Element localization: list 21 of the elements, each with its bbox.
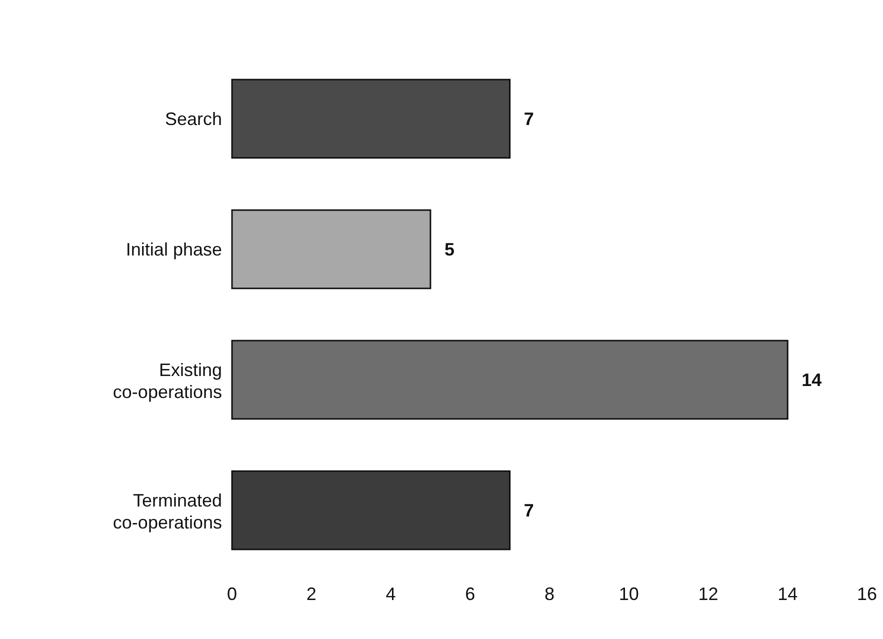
bar <box>231 78 511 159</box>
x-tick-label: 6 <box>465 584 476 604</box>
x-tick-label: 12 <box>698 584 718 604</box>
x-tick-label: 4 <box>386 584 396 604</box>
data-label: 7 <box>524 109 534 130</box>
bar <box>231 209 432 290</box>
data-label: 5 <box>444 240 454 260</box>
x-tick-label: 8 <box>544 584 555 604</box>
x-tick-label: 16 <box>856 584 878 604</box>
y-tick-label: Initial phase <box>126 240 222 260</box>
x-tick-label: 14 <box>778 584 798 604</box>
x-tick-label: 2 <box>306 584 316 604</box>
data-label: 7 <box>524 500 534 521</box>
y-tick-label: Terminated co-operations <box>112 490 222 532</box>
x-tick-label: 10 <box>618 584 639 604</box>
bar <box>231 340 788 420</box>
y-tick-label: Search <box>164 109 222 130</box>
x-tick-label: 0 <box>226 584 238 604</box>
data-label: 14 <box>802 370 822 390</box>
bar <box>231 470 511 550</box>
y-tick-label: Existing co-operations <box>112 360 222 402</box>
